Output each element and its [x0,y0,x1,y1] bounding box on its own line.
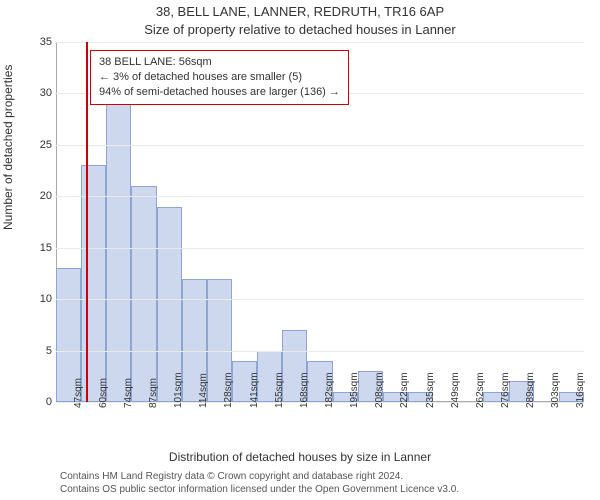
y-tick-label: 5 [24,345,52,357]
annotation-line: 38 BELL LANE: 56sqm [99,55,340,70]
credit-line-1: Contains HM Land Registry data © Crown c… [60,471,580,484]
bar [106,104,131,402]
chart-title-secondary: Size of property relative to detached ho… [0,22,600,37]
y-tick-label: 20 [24,190,52,202]
x-tick-label: 289sqm [525,372,536,408]
y-tick-label: 30 [24,87,52,99]
gridline [56,248,584,249]
x-tick-label: 208sqm [374,372,385,408]
y-tick-label: 35 [24,36,52,48]
bar [131,186,156,402]
marker-line [86,42,88,402]
gridline [56,196,584,197]
x-tick-label: 74sqm [123,378,134,408]
y-tick-label: 10 [24,293,52,305]
gridline [56,351,584,352]
y-tick-label: 25 [24,139,52,151]
x-tick-label: 47sqm [73,378,84,408]
credits-block: Contains HM Land Registry data © Crown c… [60,471,580,496]
annotation-line: ← 3% of detached houses are smaller (5) [99,70,340,85]
x-tick-label: 222sqm [399,372,410,408]
x-tick-label: 235sqm [425,372,436,408]
y-tick-label: 15 [24,242,52,254]
x-tick-label: 168sqm [299,372,310,408]
x-tick-label: 87sqm [148,378,159,408]
x-tick-label: 101sqm [173,372,184,408]
x-tick-label: 249sqm [450,372,461,408]
x-tick-label: 276sqm [500,372,511,408]
annotation-line: 94% of semi-detached houses are larger (… [99,85,340,100]
chart-container: 38, BELL LANE, LANNER, REDRUTH, TR16 6AP… [0,0,600,500]
x-tick-label: 303sqm [550,372,561,408]
x-tick-label: 141sqm [249,372,260,408]
chart-title-primary: 38, BELL LANE, LANNER, REDRUTH, TR16 6AP [0,4,600,19]
x-tick-label: 182sqm [324,372,335,408]
x-tick-label: 128sqm [223,372,234,408]
x-tick-label: 316sqm [575,372,586,408]
x-tick-label: 262sqm [475,372,486,408]
x-tick-label: 60sqm [98,378,109,408]
y-tick-label: 0 [24,396,52,408]
x-axis-label: Distribution of detached houses by size … [0,450,600,464]
bar [81,165,106,402]
x-tick-label: 114sqm [198,373,209,408]
plot-area: 05101520253035 47sqm60sqm74sqm87sqm101sq… [56,42,584,402]
gridline [56,145,584,146]
credit-line-2: Contains OS public sector information li… [60,484,580,497]
annotation-box: 38 BELL LANE: 56sqm← 3% of detached hous… [90,50,349,105]
y-axis-label: Number of detached properties [1,65,15,230]
gridline [56,299,584,300]
x-tick-label: 155sqm [274,372,285,408]
gridline [56,42,584,43]
x-tick-label: 195sqm [349,372,360,408]
